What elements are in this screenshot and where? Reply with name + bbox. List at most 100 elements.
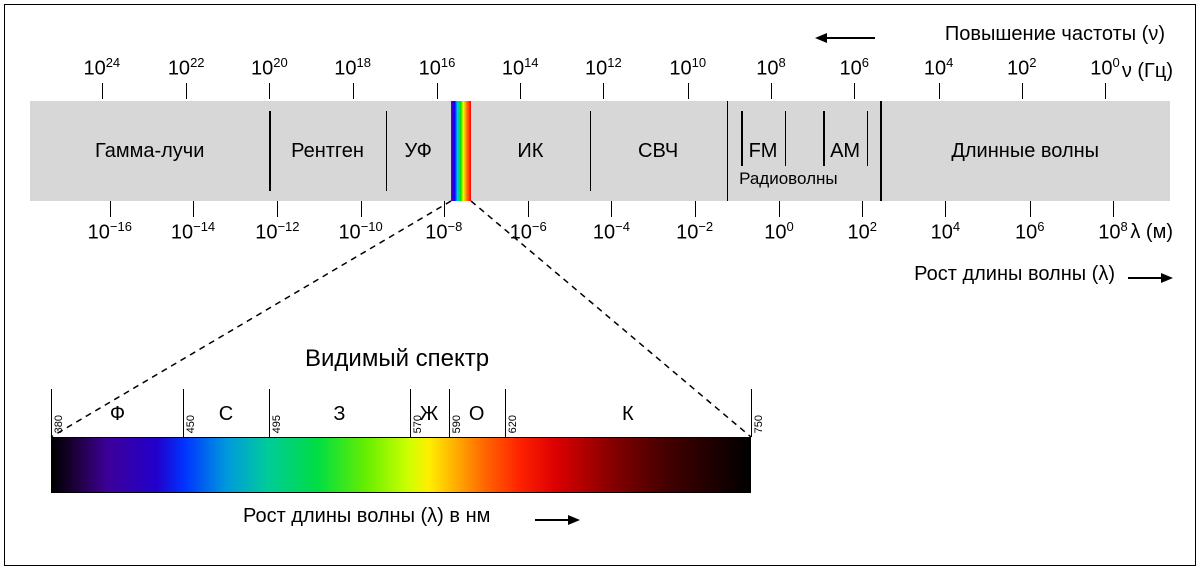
wave-tick-mark [1113, 201, 1114, 217]
nm-tick [269, 389, 270, 437]
color-letter: О [469, 403, 485, 426]
freq-tick-label: 104 [924, 55, 953, 81]
diagram-frame: Повышение частоты (ν) 102410221020101810… [4, 4, 1196, 566]
wave-tick-label: 10−8 [425, 219, 462, 245]
freq-tick-label: 1024 [83, 55, 120, 81]
visible-spectrum-title: Видимый спектр [305, 345, 489, 373]
freq-tick-label: 102 [1007, 55, 1036, 81]
wave-tick-mark [528, 201, 529, 217]
arrow-left-icon [815, 33, 875, 43]
nm-label: 450 [185, 415, 197, 433]
wave-tick-mark [779, 201, 780, 217]
freq-tick-mark [520, 83, 521, 99]
band-divider [823, 111, 825, 166]
frequency-unit: ν (Гц) [1122, 60, 1173, 83]
freq-tick-label: 1014 [502, 55, 539, 81]
freq-tick-mark [437, 83, 438, 99]
nm-tick [449, 389, 450, 437]
freq-tick-mark [771, 83, 772, 99]
color-letter: З [333, 403, 345, 426]
nm-label: 750 [753, 415, 765, 433]
color-letter: С [219, 403, 233, 426]
visible-spectrum-bar [51, 437, 751, 493]
freq-tick-mark [186, 83, 187, 99]
wave-tick-mark [444, 201, 445, 217]
wave-tick-label: 10−2 [676, 219, 713, 245]
freq-tick-label: 1012 [585, 55, 622, 81]
band-divider [785, 111, 787, 166]
wave-tick-label: 10−16 [88, 219, 132, 245]
band-segment: ИК [471, 101, 590, 201]
nm-label: 590 [451, 415, 463, 433]
wavelength-unit: λ (м) [1130, 221, 1173, 244]
freq-tick-mark [603, 83, 604, 99]
wave-tick-mark [277, 201, 278, 217]
band-segment: Гамма-лучи [30, 101, 269, 201]
band-divider [590, 111, 592, 191]
wave-tick-mark [1030, 201, 1031, 217]
wavelength-increase-label: Рост длины волны (λ) [914, 263, 1115, 286]
wave-tick-label: 102 [847, 219, 876, 245]
wave-tick-mark [695, 201, 696, 217]
wave-tick-label: 10−12 [255, 219, 299, 245]
freq-tick-mark [688, 83, 689, 99]
freq-tick-label: 108 [756, 55, 785, 81]
freq-tick-mark [353, 83, 354, 99]
wave-tick-mark [862, 201, 863, 217]
band-divider [269, 111, 271, 191]
visible-spectrum-caption: Рост длины волны (λ) в нм [243, 505, 490, 528]
freq-tick-label: 106 [839, 55, 868, 81]
freq-tick-mark [1105, 83, 1106, 99]
freq-tick-label: 1020 [251, 55, 288, 81]
spectrum-band: Гамма-лучиРентгенУФИКСВЧFMAMДлинные волн… [30, 101, 1170, 201]
wave-tick-mark [361, 201, 362, 217]
freq-tick-label: 100 [1090, 55, 1119, 81]
frequency-increase-label: Повышение частоты (ν) [945, 23, 1165, 46]
nm-label: 620 [507, 415, 519, 433]
nm-tick [410, 389, 411, 437]
frequency-scale: 1024 1022 1020 1018 1016 1014 1012 1010 108 106 10… [30, 55, 1170, 105]
freq-tick-label: 1018 [334, 55, 371, 81]
nm-label: 380 [53, 415, 65, 433]
freq-tick-mark [939, 83, 940, 99]
wave-tick-mark [945, 201, 946, 217]
band-divider [867, 111, 869, 166]
freq-tick-label: 1022 [168, 55, 205, 81]
wave-tick-mark [110, 201, 111, 217]
arrow-right-icon [535, 515, 580, 525]
wave-tick-mark [611, 201, 612, 217]
band-segment: УФ [386, 101, 451, 201]
freq-tick-mark [269, 83, 270, 99]
band-divider [880, 101, 882, 201]
wave-tick-label: 10−4 [593, 219, 630, 245]
visible-spectrum-ticks: 380450495570590620750ФСЗЖОК [51, 389, 751, 437]
wave-tick-label: 10−10 [338, 219, 382, 245]
wave-tick-label: 108 [1098, 219, 1127, 245]
radiowave-label: Радиоволны [739, 169, 838, 189]
wave-tick-mark [193, 201, 194, 217]
nm-tick [751, 389, 752, 437]
arrow-right-icon [1128, 273, 1173, 283]
band-segment: СВЧ [590, 101, 727, 201]
wave-tick-label: 106 [1015, 219, 1044, 245]
freq-tick-label: 1016 [419, 55, 456, 81]
freq-tick-mark [1022, 83, 1023, 99]
band-divider [741, 111, 743, 166]
wave-tick-label: 10−6 [510, 219, 547, 245]
band-divider [727, 101, 729, 201]
nm-label: 495 [271, 415, 283, 433]
wave-tick-label: 100 [764, 219, 793, 245]
freq-tick-mark [854, 83, 855, 99]
color-letter: К [622, 403, 634, 426]
wavelength-scale: 10−16 10−14 10−12 10−10 10−8 10−6 10−4 10−2 100 1… [30, 201, 1170, 251]
band-segment: Длинные волны [880, 101, 1170, 201]
freq-tick-mark [102, 83, 103, 99]
color-letter: Ф [110, 403, 125, 426]
visible-light-rainbow [451, 101, 472, 201]
band-segment: Рентген [269, 101, 385, 201]
color-letter: Ж [420, 403, 438, 426]
nm-tick [51, 389, 52, 437]
freq-tick-label: 1010 [669, 55, 706, 81]
band-divider [386, 111, 388, 191]
wave-tick-label: 10−14 [171, 219, 215, 245]
